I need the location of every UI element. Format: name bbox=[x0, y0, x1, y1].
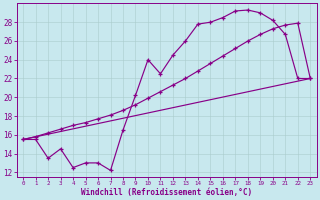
X-axis label: Windchill (Refroidissement éolien,°C): Windchill (Refroidissement éolien,°C) bbox=[81, 188, 252, 197]
